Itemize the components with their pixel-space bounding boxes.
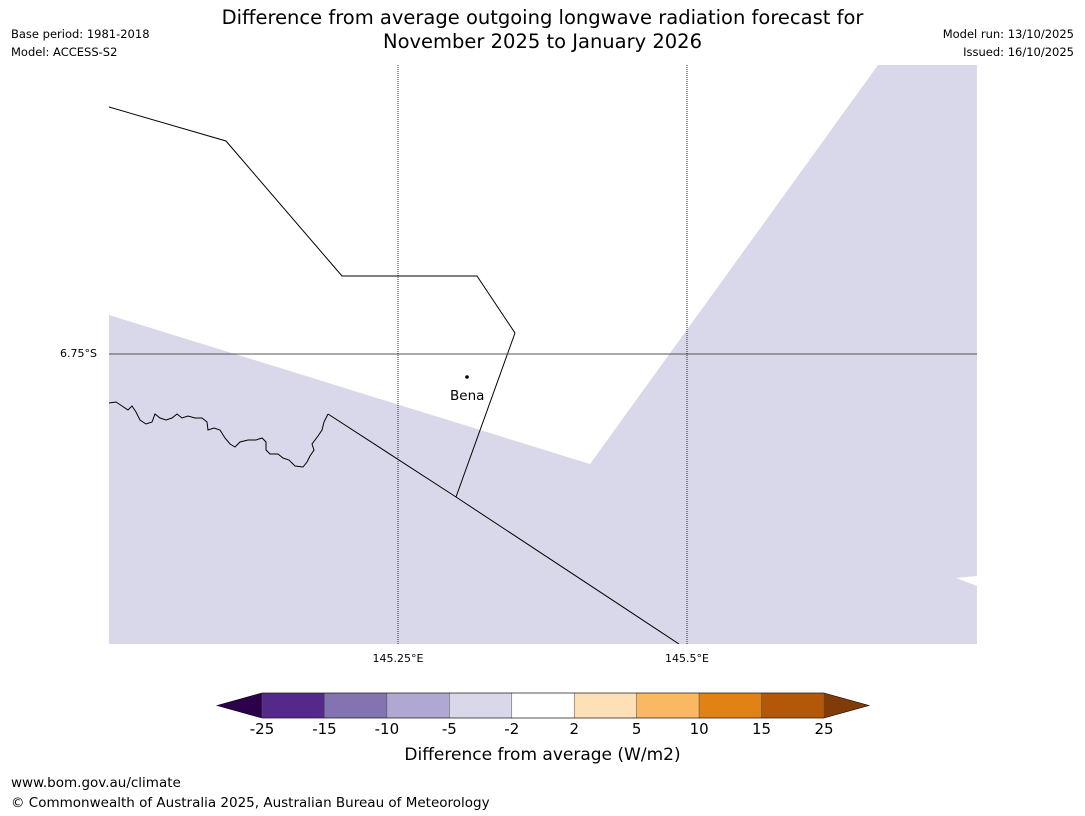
title-line-2: November 2025 to January 2026 [383,30,702,53]
anomaly-fill-region [109,65,977,644]
colorbar-bin-3 [449,692,513,719]
colorbar-tick-label: -2 [504,720,520,738]
colorbar-title: Difference from average (W/m2) [404,745,681,765]
colorbar-tick-label: 25 [814,720,834,738]
model-run-text: Model run: 13/10/2025 [942,27,1074,41]
title-line-1: Difference from average outgoing longwav… [221,6,864,29]
colorbar-bin-7 [698,692,762,719]
place-marker-dot [465,375,469,379]
colorbar-tick-label: 10 [689,720,709,738]
colorbar-tick-label: -5 [441,720,457,738]
issued-text: Issued: 16/10/2025 [963,45,1074,59]
map-title: Difference from average outgoing longwav… [0,6,1085,54]
colorbar-outline [215,692,871,719]
colorbar-tick-label: 15 [752,720,772,738]
base-period-text: Base period: 1981-2018 [11,27,150,41]
colorbar-bin-6 [636,692,700,719]
metadata-left: Base period: 1981-2018 Model: ACCESS-S2 [11,25,150,61]
colorbar-bin-8 [761,692,825,719]
colorbar-bin-4 [511,692,575,719]
colorbar-tick-label: -25 [249,720,275,738]
colorbar-bin-1 [324,692,388,719]
place-label: Bena [450,388,485,404]
metadata-right: Model run: 13/10/2025 Issued: 16/10/2025 [943,25,1074,61]
longitude-label-145-5: 145.5°E [665,652,709,665]
coastline [109,401,329,468]
footer-url: www.bom.gov.au/climate [11,775,181,791]
province-boundary-south [327,413,680,644]
colorbar-tick-label: 2 [569,720,579,738]
colorbar-tick-label: -10 [374,720,400,738]
colorbar-bin-5 [573,692,637,719]
colorbar-bin-0 [261,692,325,719]
longitude-label-145-25: 145.25°E [372,652,424,665]
colorbar-bins [261,692,825,719]
colorbar-tick-label: 5 [631,720,642,738]
colorbar-under-triangle [217,693,262,718]
colorbar-bin-2 [386,692,450,719]
footer-copyright: © Commonwealth of Australia 2025, Austra… [11,795,490,811]
model-text: Model: ACCESS-S2 [11,45,118,59]
colorbar-over-triangle [824,693,869,718]
colorbar-tick-label: -15 [312,720,337,738]
province-boundary-north [109,106,516,498]
latitude-label: 6.75°S [60,347,97,360]
